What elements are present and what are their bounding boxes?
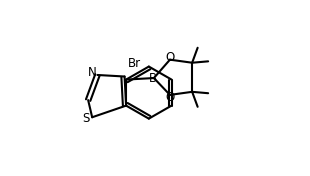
Text: O: O — [166, 51, 175, 64]
Text: S: S — [82, 112, 90, 125]
Text: B: B — [148, 72, 157, 85]
Text: O: O — [166, 91, 175, 104]
Text: N: N — [87, 66, 96, 79]
Text: Br: Br — [128, 57, 141, 70]
